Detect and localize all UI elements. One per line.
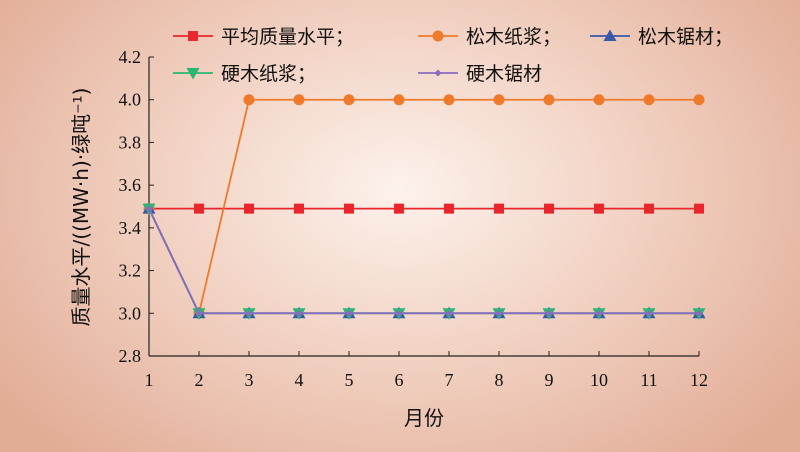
series-4 [145, 205, 703, 317]
legend-item: 松木锯材； [590, 26, 733, 48]
data-point [644, 203, 654, 214]
series-2 [142, 202, 706, 319]
x-tick-label: 7 [445, 370, 454, 390]
data-point [344, 203, 354, 214]
series-line [148, 98, 699, 316]
axes: 2.83.03.23.43.63.84.04.21 2 3 4 5 6 7 8 9 10 11 12 [119, 47, 709, 390]
data-point [343, 94, 355, 106]
data-point [495, 309, 503, 317]
data-point [643, 94, 655, 106]
x-tick-label: 11 [640, 370, 657, 390]
data-point [494, 203, 504, 214]
series-3 [142, 203, 706, 320]
legend-label: 松木锯材； [638, 26, 733, 48]
data-point [345, 309, 353, 317]
legend-label: 硬木纸浆； [221, 63, 316, 85]
x-axis-title: 月份 [404, 406, 444, 430]
x-tick-label: 2 [195, 370, 204, 390]
y-tick-label: 3.8 [119, 132, 142, 152]
data-point [145, 205, 153, 213]
legend: 平均质量水平； 松木纸浆； 松木锯材； 硬木纸浆； 硬木锯材 [173, 26, 733, 85]
x-tick-label: 6 [395, 370, 404, 390]
legend-label: 平均质量水平； [221, 26, 354, 48]
legend-item: 平均质量水平； [173, 26, 354, 48]
legend-label: 硬木锯材 [466, 63, 542, 85]
legend-item: 硬木锯材 [418, 63, 542, 85]
legend-marker [434, 69, 442, 77]
y-tick-label: 2.8 [119, 346, 142, 366]
y-axis-title: 质量水平/((MW·h)·绿吨⁻¹) [69, 88, 93, 327]
data-point [493, 94, 505, 106]
y-tick-label: 3.0 [119, 303, 142, 323]
x-tick-label: 4 [295, 370, 304, 390]
data-point [393, 94, 405, 106]
y-tick-label: 4.2 [119, 47, 142, 67]
data-point [595, 309, 603, 317]
y-tick-label: 3.2 [119, 261, 142, 281]
data-point [394, 203, 404, 214]
series-line [148, 208, 699, 315]
series-line [148, 208, 699, 315]
data-point [544, 203, 554, 214]
data-point [294, 203, 304, 214]
legend-item: 松木纸浆； [418, 26, 561, 48]
data-point [543, 94, 555, 106]
x-tick-label: 9 [545, 370, 554, 390]
series-1 [143, 94, 705, 319]
data-point [645, 309, 653, 317]
data-point [593, 94, 605, 106]
legend-marker [432, 30, 444, 42]
legend-marker [188, 31, 198, 41]
data-point [445, 309, 453, 317]
data-point [694, 203, 704, 214]
data-point [243, 94, 255, 106]
data-point [594, 203, 604, 214]
x-tick-label: 8 [495, 370, 504, 390]
y-tick-label: 4.0 [119, 90, 142, 110]
data-point [395, 309, 403, 317]
data-point [244, 203, 254, 214]
x-tick-label: 10 [590, 370, 608, 390]
y-tick-label: 3.4 [119, 218, 142, 238]
data-point [693, 94, 705, 106]
data-point [443, 94, 455, 106]
y-tick-label: 3.6 [119, 175, 142, 195]
legend-marker [186, 68, 200, 80]
series-0 [144, 203, 704, 214]
data-point [295, 309, 303, 317]
data-point [245, 309, 253, 317]
x-tick-label: 3 [245, 370, 254, 390]
data-point [545, 309, 553, 317]
legend-item: 硬木纸浆； [173, 63, 316, 85]
data-point [695, 309, 703, 317]
x-tick-label: 1 [145, 370, 154, 390]
data-point [444, 203, 454, 214]
data-point [293, 94, 305, 106]
series-line [148, 208, 699, 315]
legend-marker [603, 29, 617, 41]
x-tick-label: 5 [345, 370, 354, 390]
legend-label: 松木纸浆； [466, 26, 561, 48]
series-layer [142, 94, 706, 320]
data-point [195, 309, 203, 317]
x-tick-label: 12 [690, 370, 708, 390]
data-point [194, 203, 204, 214]
